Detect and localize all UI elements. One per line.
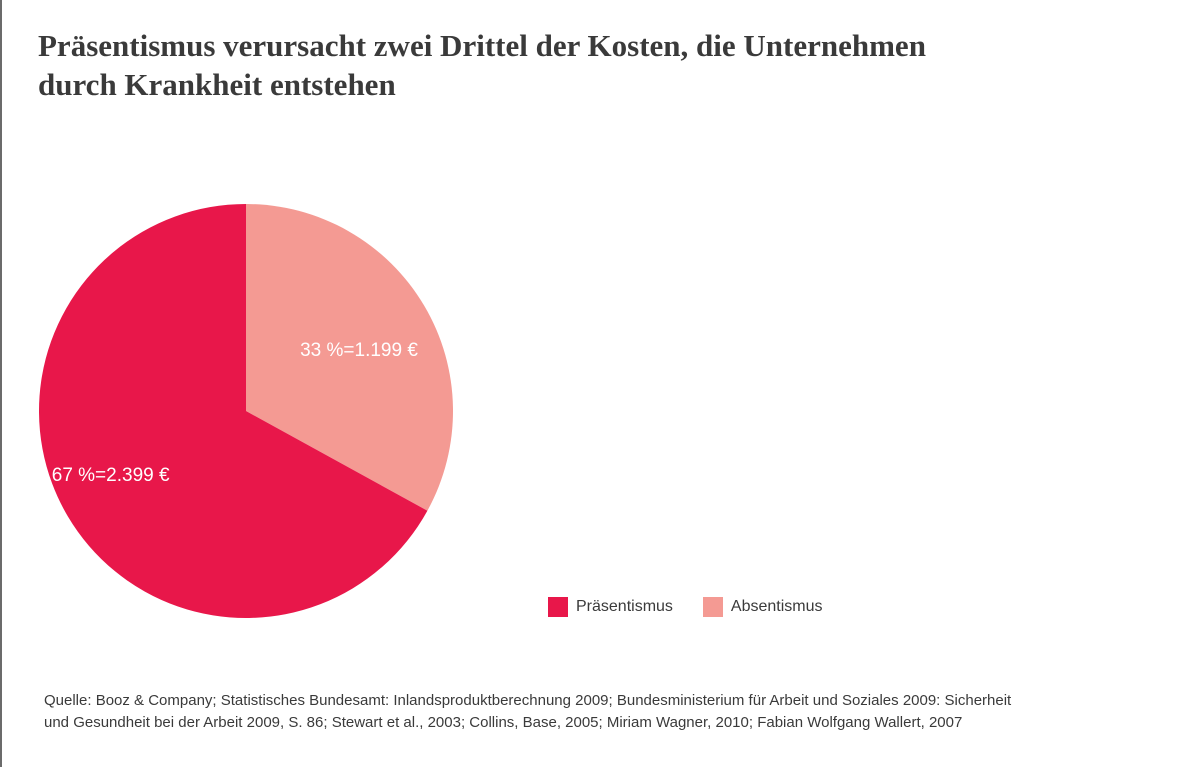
chart-title-line-1: Präsentismus verursacht zwei Drittel der… [38, 28, 926, 63]
pie-chart: 33 %=1.199 € 67 %=2.399 € [39, 204, 453, 618]
chart-title: Präsentismus verursacht zwei Drittel der… [38, 26, 1018, 104]
legend-item-praesentismus: Präsentismus [548, 597, 673, 617]
legend-swatch-absentismus [702, 597, 723, 617]
legend-item-absentismus: Absentismus [702, 597, 823, 617]
legend-label-praesentismus: Präsentismus [576, 598, 673, 615]
pie-label-absentismus: 33 %=1.199 € [300, 340, 418, 361]
pie-slice-praesentismus [39, 204, 428, 618]
source-line-2: und Gesundheit bei der Arbeit 2009, S. 8… [44, 714, 963, 731]
source-note: Quelle: Booz & Company; Statistisches Bu… [44, 690, 1164, 734]
pie-slice-absentismus [246, 204, 453, 511]
pie-label-praesentismus: 67 %=2.399 € [52, 465, 170, 486]
chart-title-line-2: durch Krankheit entstehen [38, 67, 396, 102]
source-line-1: Quelle: Booz & Company; Statistisches Bu… [44, 692, 1012, 709]
legend-label-absentismus: Absentismus [730, 598, 823, 615]
legend: Präsentismus Absentismus [548, 597, 823, 617]
legend-swatch-praesentismus [548, 597, 568, 617]
